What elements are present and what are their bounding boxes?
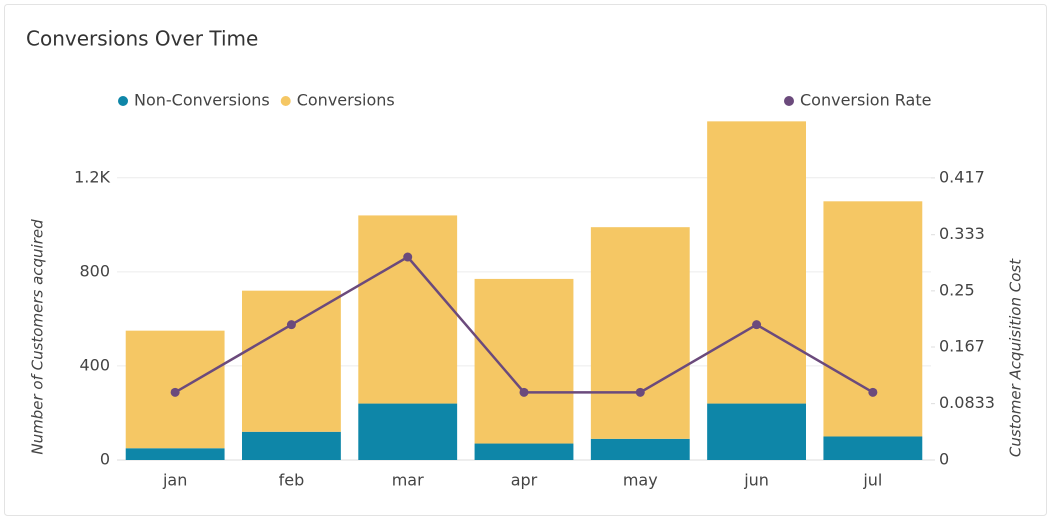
x-tick-label: mar (392, 471, 424, 490)
y2-tick-label: 0.25 (939, 280, 975, 299)
point (403, 252, 413, 262)
bar (823, 201, 923, 437)
y2-tick-label: 0 (939, 450, 949, 469)
y2-axis-title: Customer Acquisition Cost (1007, 258, 1025, 457)
point (868, 387, 878, 397)
bar (474, 443, 574, 460)
y2-tick-label: 0.167 (939, 337, 985, 356)
legend-label: Non-Conversions (134, 91, 270, 110)
y-axis-title: Number of Customers acquired (29, 219, 47, 455)
point (635, 387, 645, 397)
legend-swatch (118, 96, 128, 106)
bar (590, 438, 690, 460)
y-tick-label: 1.2K (74, 167, 110, 186)
bar (358, 215, 458, 404)
x-tick-label: feb (279, 471, 305, 490)
x-tick-label: jul (862, 471, 882, 490)
bar (125, 448, 225, 460)
bar (474, 278, 574, 444)
x-tick-label: jun (743, 471, 769, 490)
point (519, 387, 529, 397)
bar (823, 436, 923, 460)
legend-swatch (784, 96, 794, 106)
x-tick-label: jan (162, 471, 187, 490)
x-tick-label: may (623, 471, 658, 490)
point (752, 320, 762, 330)
y-tick-label: 800 (79, 261, 110, 280)
y2-tick-label: 0.333 (939, 224, 985, 243)
y2-tick-label: 0.0833 (939, 393, 995, 412)
legend-swatch (280, 96, 291, 106)
point (286, 320, 296, 330)
bar (590, 227, 690, 439)
legend-label: Conversions (297, 91, 395, 110)
bar (242, 431, 341, 460)
y-tick-label: 400 (79, 355, 110, 374)
point (170, 387, 180, 397)
y-tick-label: 0 (100, 450, 110, 469)
chart-title: Conversions Over Time (26, 27, 258, 51)
y2-tick-label: 0.417 (939, 167, 985, 186)
bar (242, 290, 341, 432)
bar (707, 403, 806, 460)
bar (358, 403, 458, 460)
legend-label: Conversion Rate (800, 91, 931, 110)
bar (707, 121, 806, 404)
x-tick-label: apr (511, 471, 538, 490)
